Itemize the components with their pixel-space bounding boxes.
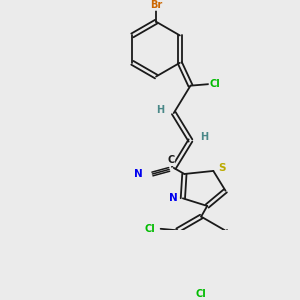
Text: N: N bbox=[169, 193, 178, 203]
Text: Br: Br bbox=[150, 0, 162, 10]
Text: H: H bbox=[156, 105, 164, 115]
Text: H: H bbox=[200, 132, 208, 142]
Text: Cl: Cl bbox=[145, 224, 155, 234]
Text: C: C bbox=[167, 155, 174, 165]
Text: S: S bbox=[219, 163, 226, 173]
Text: Cl: Cl bbox=[196, 289, 206, 299]
Text: Cl: Cl bbox=[209, 79, 220, 89]
Text: N: N bbox=[134, 169, 143, 179]
